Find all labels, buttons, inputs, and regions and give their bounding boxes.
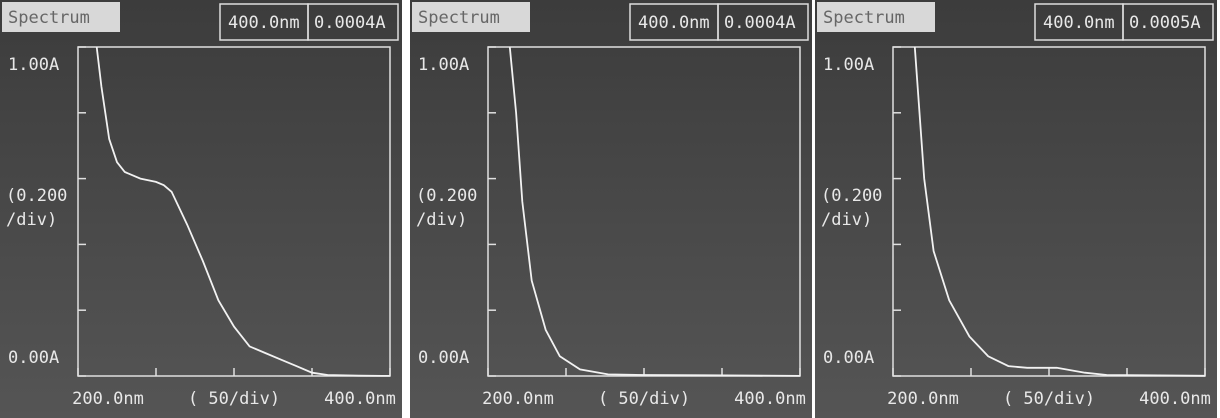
cursor-wavelength: 400.0nm xyxy=(638,13,710,33)
screen xyxy=(410,0,812,418)
x-tick-label: 200.0nm xyxy=(887,389,959,409)
screen xyxy=(0,0,402,418)
screens: Spectrum 400.0nm 0.0004A 0.00A 1.00A 200.0nm 4… xyxy=(0,0,1220,418)
x-axis-label: ( 50/div) xyxy=(188,389,280,409)
title: Spectrum xyxy=(8,8,90,28)
title: Spectrum xyxy=(418,8,500,28)
readout-absorbance: 0.0004A xyxy=(314,13,386,33)
readout-absorbance: 0.0004A xyxy=(724,13,796,33)
y-tick-label: 1.00A xyxy=(8,55,59,75)
title: Spectrum xyxy=(823,8,905,28)
screen xyxy=(815,0,1217,418)
cursor-wavelength: 400.0nm xyxy=(1043,13,1115,33)
y-axis-label: /div) xyxy=(416,210,467,230)
panel: Spectrum 400.0nm 0.0005A 0.00A 1.00A 200.0nm 4… xyxy=(815,0,1217,418)
y-tick-label: 1.00A xyxy=(418,55,469,75)
x-tick-label: 200.0nm xyxy=(482,389,554,409)
x-tick-label: 400.0nm xyxy=(324,389,396,409)
cursor-wavelength: 400.0nm xyxy=(228,13,300,33)
y-tick-label: 1.00A xyxy=(823,55,874,75)
y-axis-label: (0.200 xyxy=(821,186,882,206)
x-tick-label: 200.0nm xyxy=(72,389,144,409)
y-axis-label: /div) xyxy=(6,210,57,230)
readout-absorbance: 0.0005A xyxy=(1129,13,1201,33)
x-tick-label: 400.0nm xyxy=(1139,389,1211,409)
y-axis-label: (0.200 xyxy=(6,186,67,206)
y-axis-label: /div) xyxy=(821,210,872,230)
panel: Spectrum 400.0nm 0.0004A 0.00A 1.00A 200.0nm 4… xyxy=(410,0,812,418)
y-axis-label: (0.200 xyxy=(416,186,477,206)
x-tick-label: 400.0nm xyxy=(734,389,806,409)
y-tick-label: 0.00A xyxy=(823,348,874,368)
y-tick-label: 0.00A xyxy=(418,348,469,368)
x-axis-label: ( 50/div) xyxy=(598,389,690,409)
panel: Spectrum 400.0nm 0.0004A 0.00A 1.00A 200.0nm 4… xyxy=(0,0,402,418)
x-axis-label: ( 50/div) xyxy=(1003,389,1095,409)
y-tick-label: 0.00A xyxy=(8,348,59,368)
